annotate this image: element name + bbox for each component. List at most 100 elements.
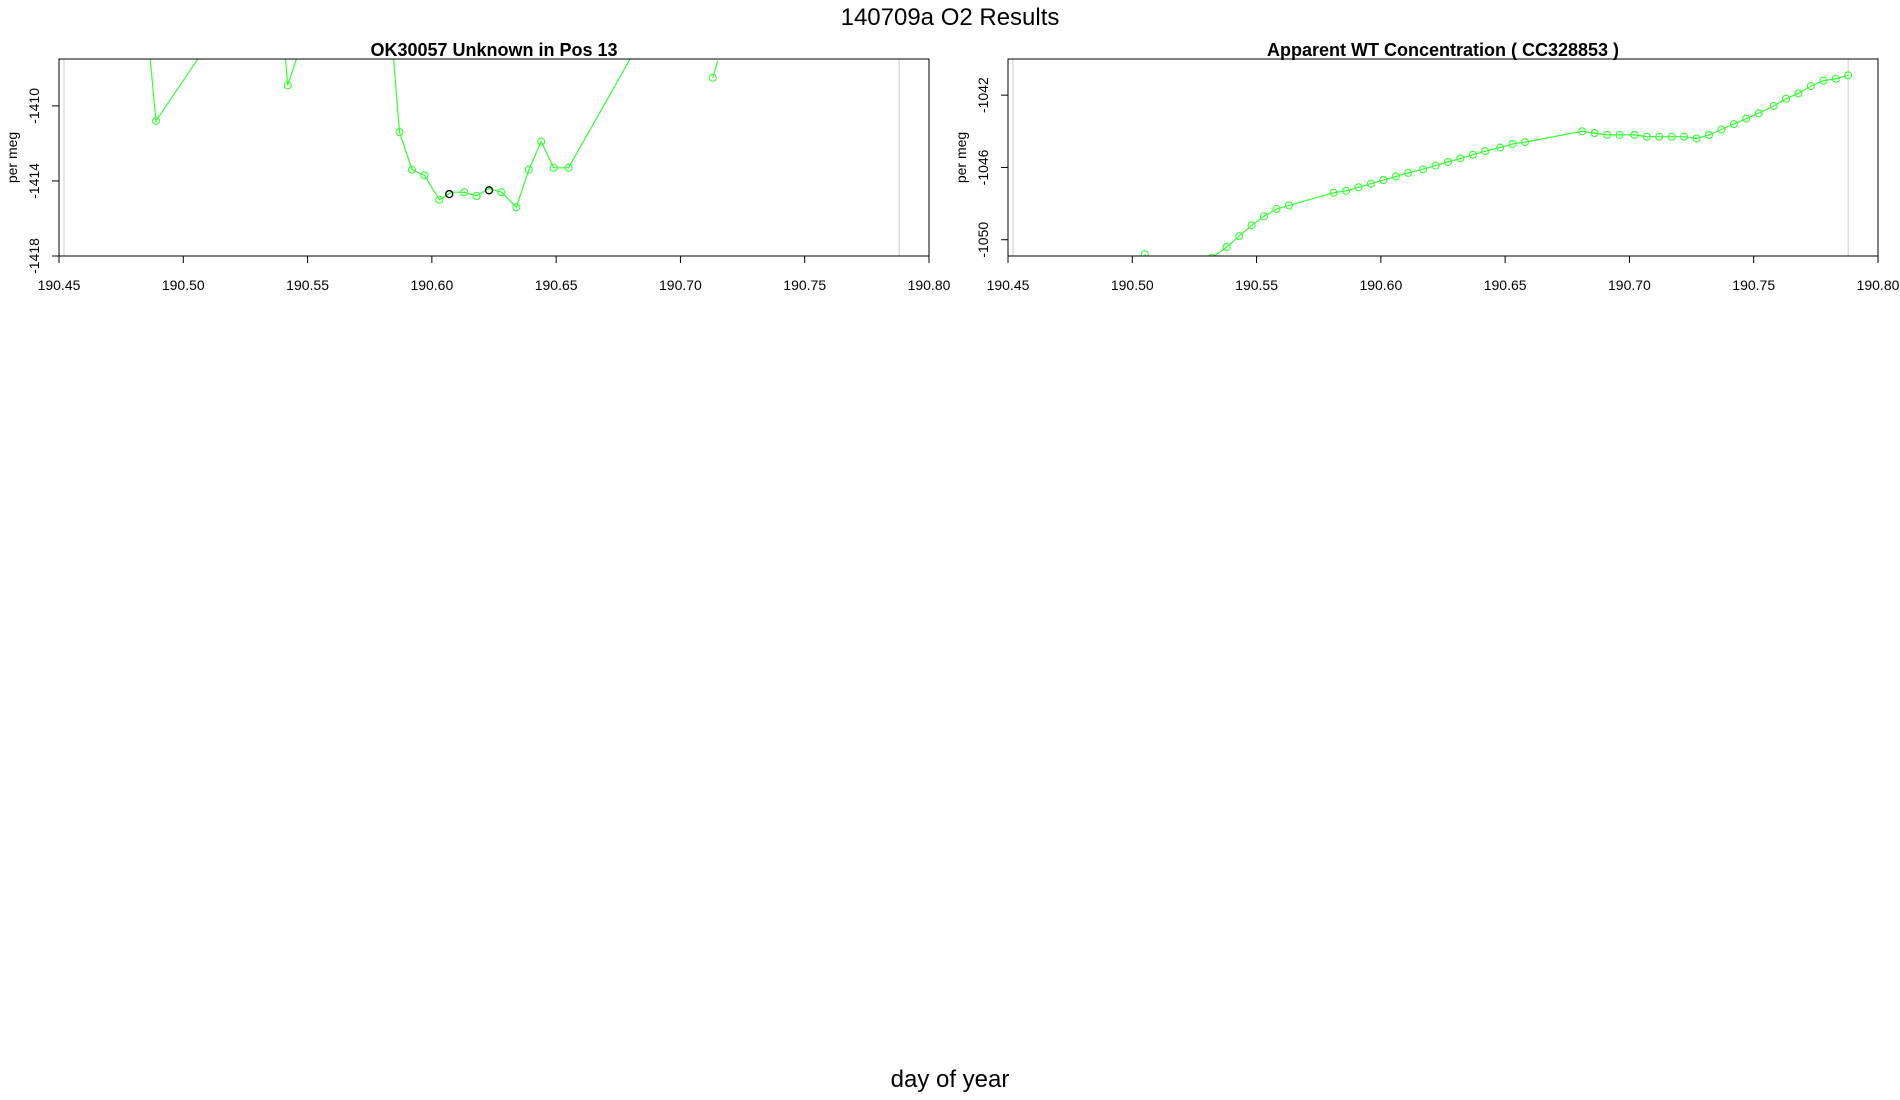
x-axis-label: day of year: [891, 1066, 1010, 1093]
y-axis-label: per meg: [4, 132, 20, 183]
panel-title: Apparent WT Concentration ( CC328853 ): [1267, 40, 1619, 60]
plot-frame: [58, 58, 930, 257]
data-point: [435, 195, 444, 204]
data-point: [407, 165, 417, 174]
series-line: [1213, 74, 1849, 256]
data-point: [1391, 172, 1400, 181]
data-point: [1655, 132, 1664, 141]
data-point: [1456, 154, 1465, 163]
x-tick-label: 190.45: [38, 277, 81, 293]
y-tick-label: -1414: [26, 163, 42, 199]
panels: OK30057 Unknown in Pos 13 per meg 190.45 19…: [4, 40, 1900, 293]
x-tick-label: 190.50: [162, 277, 205, 293]
data-point: [1742, 114, 1751, 123]
data-point: [497, 188, 506, 197]
data-point: [472, 191, 481, 201]
data-point: [395, 128, 404, 137]
x-tick-label: 190.65: [1484, 277, 1527, 293]
x-tick-label: 190.75: [1732, 277, 1775, 293]
data-point: [1272, 204, 1281, 214]
data-point: [1140, 250, 1149, 256]
plot-area: [149, 59, 719, 212]
data-point: [460, 188, 469, 197]
data-point: [1794, 89, 1803, 98]
x-tick-label: 190.80: [908, 277, 951, 293]
highlight-point: [445, 189, 454, 199]
data-point: [1259, 212, 1269, 221]
x-tick-label: 190.60: [1359, 277, 1402, 293]
x-tick-label: 190.50: [1111, 277, 1154, 293]
data-point: [1222, 242, 1231, 252]
data-point: [1443, 157, 1453, 167]
data-point: [1354, 183, 1363, 192]
data-point: [1468, 150, 1477, 159]
data-point: [1630, 130, 1639, 139]
data-point: [708, 73, 717, 82]
data-point: [1844, 71, 1853, 80]
data-point: [1329, 188, 1338, 197]
data-point: [1578, 127, 1587, 136]
x-tick-label: 190.55: [286, 277, 329, 293]
x-tick-label: 190.55: [1235, 277, 1278, 293]
y-tick-label: -1418: [26, 238, 42, 274]
data-point: [1247, 221, 1256, 230]
data-point: [564, 163, 573, 172]
x-tick-label: 190.65: [535, 277, 578, 293]
data-point: [1717, 125, 1726, 134]
data-point: [1831, 74, 1840, 83]
x-tick-label: 190.80: [1857, 277, 1900, 293]
data-point: [1520, 138, 1530, 147]
plot-frame: [1007, 58, 1879, 257]
data-point: [1806, 82, 1815, 91]
data-point: [1284, 201, 1293, 210]
data-point: [1704, 130, 1714, 139]
data-point: [1496, 143, 1505, 152]
data-point: [549, 163, 558, 172]
data-point: [1235, 232, 1244, 241]
data-point: [1603, 130, 1612, 139]
data-point: [1419, 165, 1428, 174]
series-line: [284, 59, 298, 86]
data-point: [1667, 132, 1676, 141]
plot-area: [1140, 71, 1853, 256]
data-point: [1692, 134, 1701, 143]
data-point: [1729, 120, 1738, 129]
data-point: [1208, 253, 1216, 256]
chart-panel-1: OK30057 Unknown in Pos 13 per meg 190.45 19…: [4, 40, 951, 293]
x-tick-label: 190.60: [410, 277, 453, 293]
data-point: [1379, 176, 1388, 185]
data-point: [1590, 129, 1599, 138]
data-point: [1680, 132, 1689, 141]
data-point: [1404, 168, 1413, 177]
series-line: [149, 59, 199, 123]
data-point: [1508, 139, 1517, 148]
x-tick-label: 190.70: [1608, 277, 1651, 293]
series-line: [393, 59, 631, 209]
panel-title: OK30057 Unknown in Pos 13: [370, 40, 617, 60]
y-tick-label: -1050: [975, 222, 991, 258]
data-point: [1342, 186, 1351, 195]
highlight-point: [484, 186, 494, 195]
data-point: [1642, 132, 1651, 141]
x-tick-label: 190.70: [659, 277, 702, 293]
data-point: [1481, 147, 1490, 156]
series-line: [1144, 253, 1147, 256]
data-point: [1431, 161, 1440, 170]
data-point: [1769, 101, 1778, 111]
data-point: [283, 81, 292, 90]
data-point: [1781, 94, 1791, 103]
data-point: [420, 171, 429, 180]
data-point: [512, 203, 521, 212]
chart-panel-2: Apparent WT Concentration ( CC328853 ) pe…: [953, 40, 1900, 293]
data-point: [1615, 130, 1624, 139]
data-point: [1366, 179, 1375, 188]
y-tick-label: -1410: [26, 88, 42, 124]
data-point: [1754, 109, 1763, 118]
main-title: 140709a O2 Results: [841, 4, 1060, 31]
x-tick-label: 190.45: [987, 277, 1030, 293]
data-point: [1819, 76, 1828, 85]
series-line: [712, 60, 719, 78]
data-point: [151, 116, 160, 125]
data-point: [524, 165, 533, 174]
